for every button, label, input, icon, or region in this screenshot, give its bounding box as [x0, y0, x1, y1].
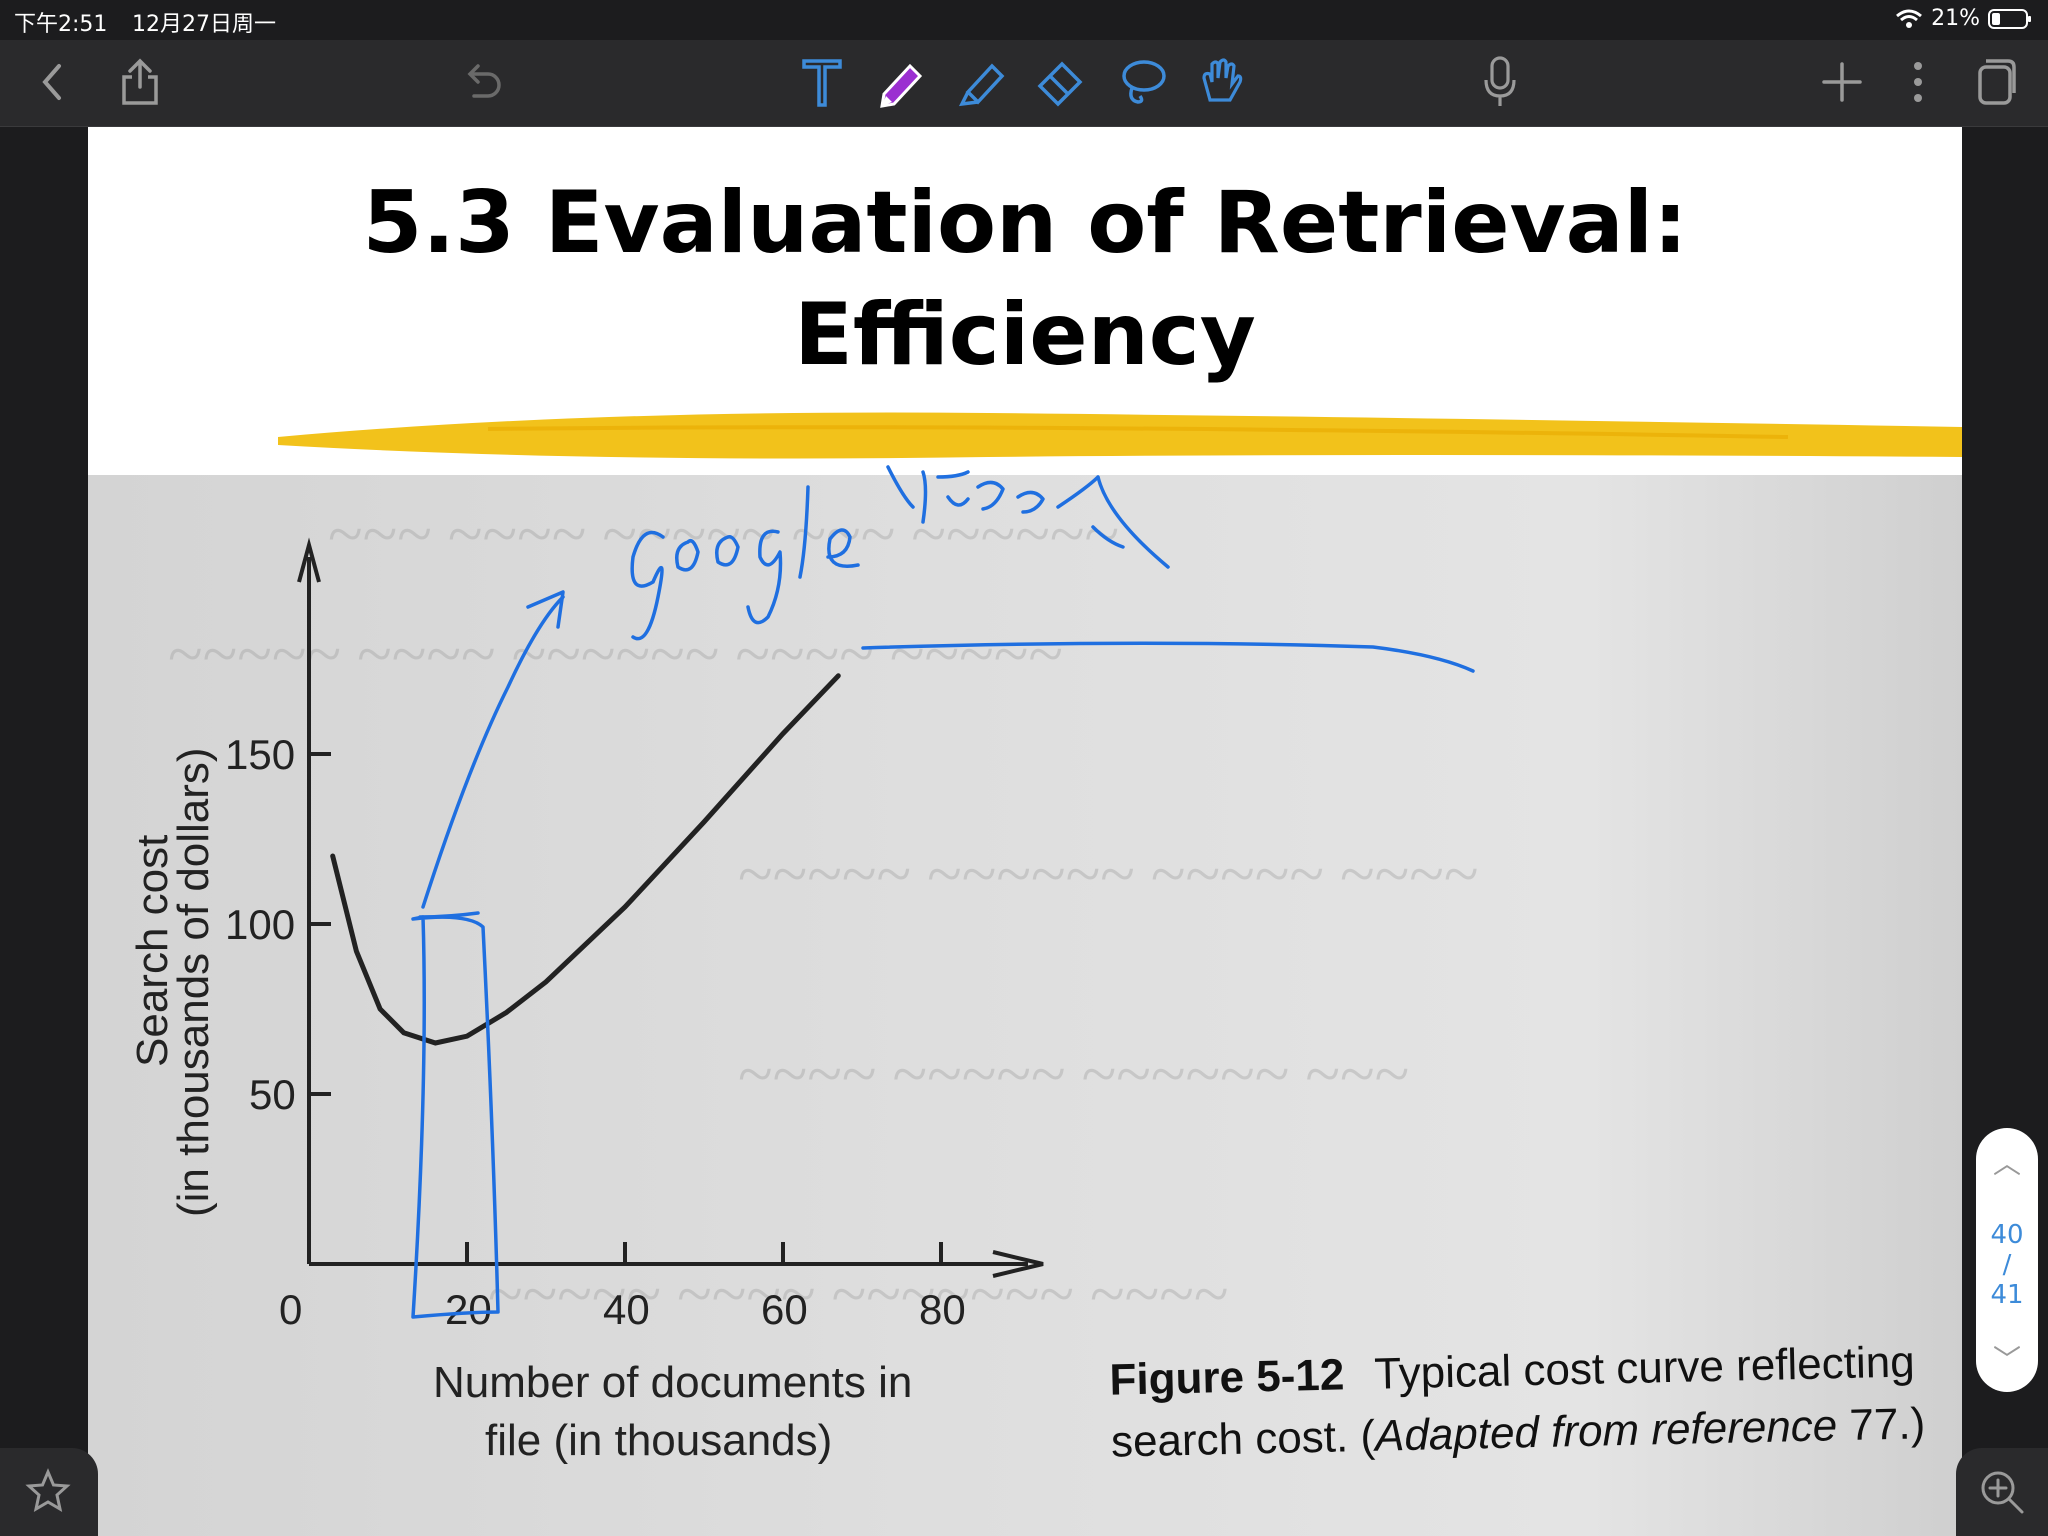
status-bar: 下午2:51 12月27日周一 21% — [0, 0, 2048, 40]
ink-arrow-head — [526, 590, 565, 629]
x-tick-label: 40 — [603, 1286, 650, 1333]
ink-arrow-shaft — [421, 595, 565, 909]
ink-box-around-minimum — [411, 915, 500, 1319]
title-highlight-stroke — [278, 412, 1962, 459]
x-axis-label-line2: file (in thousands) — [485, 1416, 832, 1465]
page-separator: / — [2002, 1250, 2012, 1280]
y-axis-label-line1: Search cost — [128, 835, 177, 1067]
caption-line2-a: search cost. ( — [1110, 1412, 1375, 1467]
page-indicator[interactable]: ︿ 40 / 41 ﹀ — [1976, 1128, 2038, 1392]
toolbar — [0, 40, 2048, 127]
bleed-through-text: ~~~ ~~~~ ~~~~~ ~~~ ~~~~~~ — [328, 498, 1119, 569]
slide-title-line2: Efficiency — [794, 285, 1256, 385]
battery-icon — [1988, 8, 2031, 29]
x-tick-label: 0 — [279, 1286, 302, 1333]
battery-percent: 21% — [1931, 6, 1980, 31]
y-axis-label-line2: (in thousands of dollars) — [169, 747, 218, 1217]
highlighter-icon[interactable] — [952, 52, 1012, 112]
status-date: 12月27日周一 — [132, 12, 276, 37]
page-up-icon[interactable]: ︿ — [1992, 1147, 2021, 1180]
microphone-icon[interactable] — [1470, 52, 1530, 112]
undo-icon[interactable] — [452, 52, 512, 112]
caption-line1: Typical cost curve reflecting — [1374, 1337, 1915, 1398]
left-margin — [0, 127, 88, 1536]
slide-page[interactable]: 5.3 Evaluation of Retrieval: Efficiency … — [88, 127, 1962, 1536]
back-icon[interactable] — [22, 52, 82, 112]
hand-tool-icon[interactable] — [1190, 52, 1250, 112]
y-axis-arrow — [297, 537, 321, 583]
eraser-icon[interactable] — [1030, 52, 1090, 112]
lasso-icon[interactable] — [1112, 52, 1172, 112]
x-axis-arrow — [992, 1250, 1044, 1278]
pen-tool-icon[interactable] — [872, 52, 932, 112]
status-right: 21% — [1895, 6, 2032, 31]
x-tick-label: 60 — [761, 1286, 808, 1333]
ink-underline — [861, 641, 1475, 673]
cost-curve-line — [330, 673, 841, 1046]
ink-handwriting-chinese — [886, 465, 1170, 569]
page-view-icon[interactable] — [1966, 52, 2026, 112]
status-time: 下午2:51 — [14, 12, 108, 37]
ink-handwriting-google — [630, 485, 860, 641]
x-tick-label: 80 — [919, 1286, 966, 1333]
bleed-through-text: ~~~~ ~~~~~ ~~~~~~ ~~~ — [738, 1038, 1409, 1109]
caption-line2-b: 77.) — [1837, 1399, 1926, 1450]
bleed-through-text: ~~~~~ ~~~~~~ ~~~~~ ~~~~ — [738, 838, 1479, 909]
figure-caption: Figure 5-12 Typical cost curve reflecting… — [1109, 1337, 1926, 1466]
star-icon — [25, 1468, 71, 1513]
x-axis-label-line1: Number of documents in — [433, 1358, 912, 1407]
y-tick-label: 150 — [225, 731, 295, 778]
page-current: 40 — [1990, 1220, 2024, 1250]
favorite-button[interactable] — [0, 1448, 98, 1536]
bleed-through-text: ~~~~~ ~~~~ ~~~~~~~ ~~~~ — [488, 1258, 1229, 1329]
more-icon[interactable] — [1888, 52, 1948, 112]
cost-curve-chart: 0 20 40 60 80 50 100 150 Search cost (in thous… — [128, 465, 1926, 1467]
text-tool-icon[interactable] — [792, 52, 852, 112]
zoom-button[interactable] — [1956, 1448, 2048, 1536]
handwritten-annotation — [411, 465, 1475, 1319]
zoom-in-icon — [1981, 1471, 2024, 1514]
ink-box-top-stroke — [418, 911, 480, 919]
caption-figure-number: Figure 5-12 — [1109, 1350, 1345, 1404]
svg-text:search cost. (Adapted from ref: search cost. (Adapted from reference 77.… — [1110, 1399, 1925, 1466]
x-ticks: 0 20 40 60 80 — [279, 1242, 966, 1333]
scanned-figure: ~~~ ~~~~ ~~~~~ ~~~ ~~~~~~ ~~~~~ ~~~~ ~~~… — [88, 475, 1962, 1536]
page-down-icon[interactable]: ﹀ — [1992, 1343, 2021, 1376]
bleed-through-text: ~~~~~ ~~~~ ~~~~~~ ~~~~ ~~~~~ — [168, 618, 1063, 689]
wifi-icon — [1896, 9, 1923, 28]
x-tick-label: 20 — [445, 1286, 492, 1333]
y-tick-label: 100 — [225, 901, 295, 948]
y-tick-label: 50 — [249, 1071, 296, 1118]
add-page-icon[interactable] — [1812, 52, 1872, 112]
slide-title-line1: 5.3 Evaluation of Retrieval: — [362, 173, 1688, 273]
slide-title: 5.3 Evaluation of Retrieval: Efficiency — [88, 167, 1962, 391]
y-ticks: 50 100 150 — [225, 731, 331, 1118]
caption-line2-italic: Adapted from reference — [1371, 1401, 1837, 1461]
page-total: 41 — [1990, 1280, 2024, 1310]
share-icon[interactable] — [110, 52, 170, 112]
